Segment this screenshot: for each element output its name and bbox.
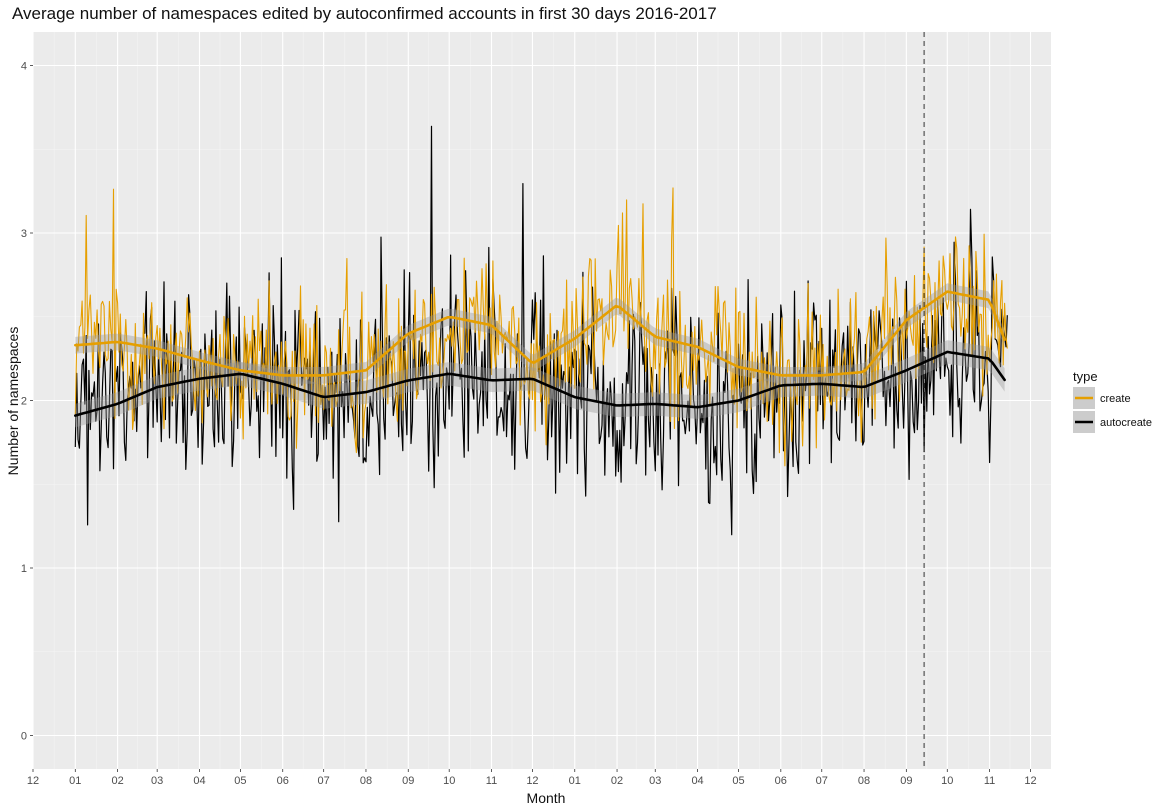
x-tick-label: 09 (900, 775, 912, 787)
x-tick-label: 12 (27, 775, 39, 787)
create-confidence-band (75, 283, 1005, 384)
legend-label-create: create (1100, 393, 1131, 405)
x-tick-label: 04 (691, 775, 703, 787)
x-axis: 12 01 02 03 04 05 06 07 08 09 10 11 12 01 02 03 04 05 06 07… (27, 769, 1037, 787)
autocreate-smooth-line (74, 350, 1006, 417)
x-tick-label: 05 (732, 775, 744, 787)
autocreate-confidence-band (75, 340, 1005, 428)
x-tick-label: 04 (193, 775, 205, 787)
x-tick-label: 08 (360, 775, 372, 787)
x-tick-label: 07 (816, 775, 828, 787)
confidence-bands (75, 283, 1005, 428)
x-tick-label: 03 (151, 775, 163, 787)
x-tick-label: 03 (649, 775, 661, 787)
x-tick-label: 02 (111, 775, 123, 787)
x-tick-label: 09 (402, 775, 414, 787)
x-tick-label: 05 (234, 775, 246, 787)
x-tick-label: 01 (69, 775, 81, 787)
chart-title: Average number of namespaces edited by a… (12, 4, 717, 23)
legend-title: type (1073, 369, 1098, 384)
y-axis-title: Number of namespaces (5, 327, 21, 476)
y-axis: 0 1 2 3 4 (21, 61, 33, 743)
x-tick-label: 06 (277, 775, 289, 787)
legend: type create autocreate (1073, 369, 1152, 433)
x-tick-label: 10 (941, 775, 953, 787)
autocreate-daily-line (74, 125, 1008, 536)
grid-major (32, 32, 1051, 769)
x-tick-label: 10 (443, 775, 455, 787)
x-tick-label: 12 (526, 775, 538, 787)
x-tick-label: 01 (569, 775, 581, 787)
y-tick-label: 2 (21, 396, 27, 408)
y-tick-label: 0 (21, 731, 27, 743)
x-tick-label: 02 (611, 775, 623, 787)
y-tick-label: 1 (21, 563, 27, 575)
x-tick-label: 12 (1024, 775, 1036, 787)
y-tick-label: 4 (21, 61, 27, 73)
y-tick-label: 3 (21, 228, 27, 240)
x-tick-label: 11 (984, 775, 995, 787)
x-tick-label: 07 (318, 775, 330, 787)
x-axis-title: Month (527, 790, 566, 806)
create-daily-line (74, 187, 1008, 467)
x-tick-label: 08 (858, 775, 870, 787)
daily-series (74, 125, 1008, 536)
x-tick-label: 06 (775, 775, 787, 787)
smooth-lines (74, 290, 1006, 417)
legend-label-autocreate: autocreate (1100, 417, 1152, 429)
x-tick-label: 11 (486, 775, 497, 787)
create-smooth-line (74, 290, 1006, 377)
